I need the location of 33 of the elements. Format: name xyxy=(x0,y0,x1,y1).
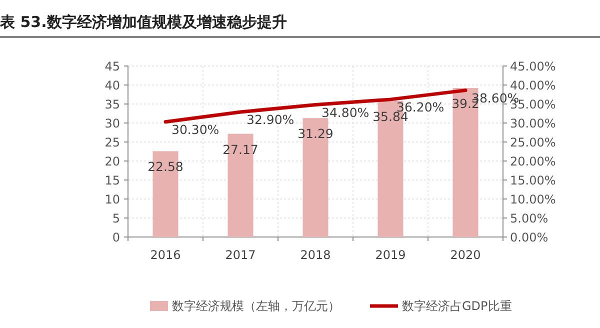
y-tick-label: 35 xyxy=(104,98,120,112)
y2-tick-label: 5.00% xyxy=(510,212,548,226)
y2-tick-label: 0.00% xyxy=(510,230,548,244)
data-label: 34.80% xyxy=(322,104,370,120)
y2-tick-label: 40.00% xyxy=(510,78,556,92)
y2-tick-label: 30.00% xyxy=(510,116,556,130)
y-tick-label: 15 xyxy=(104,174,120,188)
y-tick-label: 40 xyxy=(104,78,120,92)
data-label: 31.29 xyxy=(298,126,334,142)
chart-title: 表 53.数字经济增加值规模及增速稳步提升 xyxy=(0,13,287,31)
y2-tick-label: 15.00% xyxy=(510,174,556,188)
y-tick-label: 45 xyxy=(104,60,120,74)
x-tick-label: 2018 xyxy=(300,248,331,262)
y-tick-label: 30 xyxy=(104,116,120,130)
data-label: 22.58 xyxy=(148,159,184,174)
data-label: 30.30% xyxy=(172,122,220,137)
y-tick-label: 10 xyxy=(104,192,120,206)
y-tick-label: 5 xyxy=(112,212,120,226)
x-tick-label: 2017 xyxy=(225,248,256,262)
y-tick-label: 25 xyxy=(104,136,120,150)
data-label: 27.17 xyxy=(222,142,258,157)
x-tick-label: 2019 xyxy=(375,248,406,262)
y-tick-label: 20 xyxy=(104,154,120,168)
y2-tick-label: 45.00% xyxy=(510,60,556,74)
legend-label: 数字经济规模（左轴，万亿元） xyxy=(172,299,340,313)
y-tick-label: 0 xyxy=(112,230,120,244)
y2-tick-label: 20.00% xyxy=(510,154,556,168)
y2-tick-label: 25.00% xyxy=(510,136,556,150)
legend-label: 数字经济占GDP比重 xyxy=(402,299,512,313)
data-label: 32.90% xyxy=(246,112,294,127)
x-tick-label: 2016 xyxy=(150,248,181,262)
x-tick-label: 2020 xyxy=(450,248,481,262)
y2-tick-label: 10.00% xyxy=(510,192,556,206)
